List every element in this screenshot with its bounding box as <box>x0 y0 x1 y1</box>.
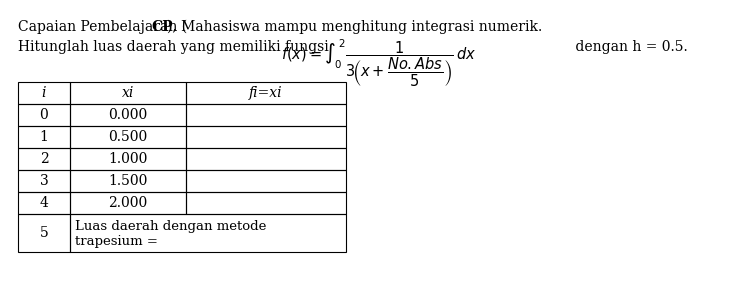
Text: Luas daerah dengan metode: Luas daerah dengan metode <box>75 220 267 233</box>
Text: Capaian Pembelajaran (: Capaian Pembelajaran ( <box>18 20 187 34</box>
Bar <box>186 192 346 214</box>
Bar <box>70 170 186 192</box>
Text: i: i <box>42 86 47 100</box>
Bar <box>70 126 186 148</box>
Bar <box>18 82 70 104</box>
Text: 1.500: 1.500 <box>108 174 148 188</box>
Text: fi=xi: fi=xi <box>249 86 283 100</box>
Bar <box>70 82 186 104</box>
Bar <box>18 104 70 126</box>
Text: $f(x) = \int_0^{\,2} \dfrac{1}{3\!\left(x+\dfrac{\mathit{No.Abs}}{5}\right)}\,dx: $f(x) = \int_0^{\,2} \dfrac{1}{3\!\left(… <box>281 38 476 89</box>
Bar <box>18 214 70 252</box>
Bar <box>18 170 70 192</box>
Text: ), Mahasiswa mampu menghitung integrasi numerik.: ), Mahasiswa mampu menghitung integrasi … <box>167 20 542 34</box>
Text: xi: xi <box>122 86 134 100</box>
Text: 5: 5 <box>40 226 48 240</box>
Bar <box>70 192 186 214</box>
Text: 4: 4 <box>40 196 48 210</box>
Bar <box>18 192 70 214</box>
Bar <box>18 126 70 148</box>
Bar <box>186 82 346 104</box>
Bar <box>186 104 346 126</box>
Bar <box>186 148 346 170</box>
Bar <box>186 170 346 192</box>
Bar <box>70 148 186 170</box>
Bar <box>186 126 346 148</box>
Text: 2: 2 <box>40 152 48 166</box>
Text: 1: 1 <box>40 130 48 144</box>
Text: dengan h = 0.5.: dengan h = 0.5. <box>571 40 688 54</box>
Bar <box>18 148 70 170</box>
Text: 0.500: 0.500 <box>108 130 148 144</box>
Bar <box>70 104 186 126</box>
Text: 0.000: 0.000 <box>108 108 148 122</box>
Text: 2.000: 2.000 <box>108 196 148 210</box>
Bar <box>70 214 346 252</box>
Text: 1.000: 1.000 <box>108 152 148 166</box>
Text: 3: 3 <box>40 174 48 188</box>
Text: trapesium =: trapesium = <box>75 235 158 248</box>
Text: 0: 0 <box>40 108 48 122</box>
Text: Hitunglah luas daerah yang memiliki fungsi: Hitunglah luas daerah yang memiliki fung… <box>18 40 333 54</box>
Text: CP: CP <box>151 20 173 34</box>
